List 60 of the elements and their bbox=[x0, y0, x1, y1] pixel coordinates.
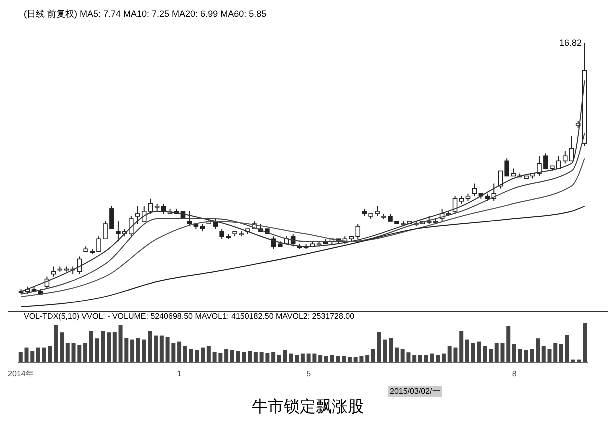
bar bbox=[183, 346, 188, 363]
bar bbox=[371, 349, 376, 363]
bar bbox=[160, 336, 164, 363]
bar bbox=[89, 331, 94, 363]
bar bbox=[154, 336, 158, 363]
x-tick-label: 5 bbox=[306, 370, 312, 379]
bar bbox=[389, 338, 394, 363]
bar bbox=[295, 355, 300, 363]
bar bbox=[412, 355, 417, 363]
bar bbox=[254, 352, 258, 363]
bar bbox=[348, 357, 352, 363]
bar bbox=[18, 352, 23, 363]
bar bbox=[206, 346, 211, 363]
bar bbox=[36, 348, 41, 363]
bar bbox=[224, 349, 229, 363]
bar bbox=[530, 349, 534, 363]
annotation: 16.82 bbox=[559, 38, 582, 48]
bar bbox=[230, 350, 234, 363]
bar bbox=[366, 355, 370, 363]
bar bbox=[554, 343, 558, 363]
text: 2015/03/02/一 bbox=[388, 386, 442, 397]
bar bbox=[565, 335, 570, 363]
bar bbox=[272, 352, 276, 363]
bar bbox=[178, 342, 182, 363]
candlestick bbox=[472, 183, 478, 197]
bar bbox=[130, 340, 135, 363]
bar bbox=[536, 338, 540, 363]
bar bbox=[248, 351, 252, 363]
bar bbox=[107, 332, 112, 363]
bar bbox=[560, 344, 564, 363]
bar bbox=[324, 356, 328, 363]
bar bbox=[318, 355, 323, 363]
bar bbox=[112, 332, 117, 363]
bar bbox=[506, 326, 511, 363]
bar bbox=[136, 338, 140, 363]
candlestick bbox=[187, 210, 192, 228]
x-tick-label: 8 bbox=[512, 370, 518, 379]
bar bbox=[42, 348, 46, 363]
text: 牛市锁定飘涨股 bbox=[251, 398, 365, 418]
bar bbox=[460, 331, 464, 363]
x-tick-label: 1 bbox=[177, 370, 182, 379]
bar bbox=[277, 355, 282, 363]
bar bbox=[442, 354, 446, 363]
bar bbox=[512, 344, 516, 363]
x-tick-label: 2014年 bbox=[8, 370, 34, 379]
bar bbox=[483, 346, 488, 363]
bar bbox=[394, 348, 399, 363]
bar bbox=[488, 349, 493, 363]
bar bbox=[66, 343, 70, 363]
bar bbox=[583, 323, 588, 363]
bar bbox=[300, 354, 305, 363]
bar bbox=[201, 348, 206, 363]
bar bbox=[436, 355, 440, 363]
bar bbox=[465, 340, 470, 363]
text: VOL-TDX(5,10) VVOL: - VOLUME: 5240698.50 MAVOL1: 4150182.50 MAVOL2: 2531728.00 bbox=[23, 312, 356, 321]
chart-title: (日线 前复权) MA5: 7.74 MA10: 7.25 MA20: 6.99 MA60: 5.85 bbox=[23, 8, 268, 21]
bar bbox=[84, 343, 88, 363]
bar bbox=[418, 355, 422, 363]
bar bbox=[342, 356, 346, 363]
bar bbox=[60, 332, 64, 363]
